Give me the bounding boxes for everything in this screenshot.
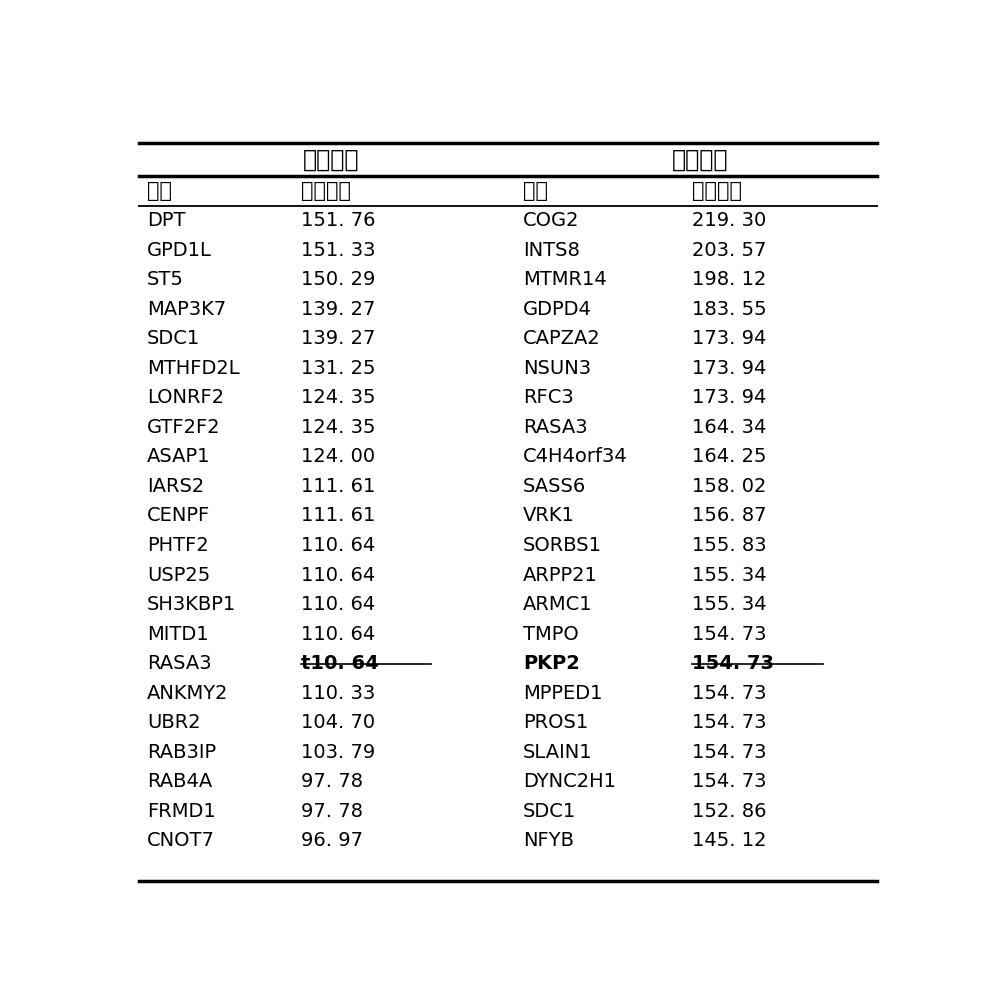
Text: ARMC1: ARMC1	[523, 595, 593, 614]
Text: SDC1: SDC1	[147, 329, 200, 348]
Text: VRK1: VRK1	[523, 506, 575, 525]
Text: NFYB: NFYB	[523, 831, 574, 850]
Text: GTF2F2: GTF2F2	[147, 418, 221, 437]
Text: 139. 27: 139. 27	[300, 300, 375, 319]
Text: 173. 94: 173. 94	[692, 329, 767, 348]
Text: MITD1: MITD1	[147, 625, 208, 644]
Text: FRMD1: FRMD1	[147, 802, 216, 821]
Text: 124. 35: 124. 35	[300, 388, 375, 407]
Text: 158. 02: 158. 02	[692, 477, 767, 496]
Text: CAPZA2: CAPZA2	[523, 329, 601, 348]
Text: TMPO: TMPO	[523, 625, 579, 644]
Text: 154. 73: 154. 73	[692, 625, 767, 644]
Text: 173. 94: 173. 94	[692, 359, 767, 378]
Text: 154. 73: 154. 73	[692, 772, 767, 791]
Text: DPT: DPT	[147, 211, 185, 230]
Text: 110. 64: 110. 64	[300, 595, 375, 614]
Text: 下调基因: 下调基因	[672, 147, 728, 171]
Text: SLAIN1: SLAIN1	[523, 743, 593, 762]
Text: CENPF: CENPF	[147, 506, 210, 525]
Text: 110. 64: 110. 64	[300, 566, 375, 585]
Text: ASAP1: ASAP1	[147, 447, 210, 466]
Text: MAP3K7: MAP3K7	[147, 300, 226, 319]
Text: 164. 25: 164. 25	[692, 447, 767, 466]
Text: 154. 73: 154. 73	[692, 654, 774, 673]
Text: 110. 64: 110. 64	[300, 625, 375, 644]
Text: SORBS1: SORBS1	[523, 536, 603, 555]
Text: 164. 34: 164. 34	[692, 418, 767, 437]
Text: 203. 57: 203. 57	[692, 241, 767, 260]
Text: RAB4A: RAB4A	[147, 772, 212, 791]
Text: 152. 86: 152. 86	[692, 802, 767, 821]
Text: 139. 27: 139. 27	[300, 329, 375, 348]
Text: DYNC2H1: DYNC2H1	[523, 772, 616, 791]
Text: MPPED1: MPPED1	[523, 684, 603, 703]
Text: 173. 94: 173. 94	[692, 388, 767, 407]
Text: SASS6: SASS6	[523, 477, 587, 496]
Text: PKP2: PKP2	[523, 654, 580, 673]
Text: 156. 87: 156. 87	[692, 506, 767, 525]
Text: 110. 33: 110. 33	[300, 684, 375, 703]
Text: RASA3: RASA3	[523, 418, 588, 437]
Text: 198. 12: 198. 12	[692, 270, 767, 289]
Text: PROS1: PROS1	[523, 713, 589, 732]
Text: 97. 78: 97. 78	[300, 772, 363, 791]
Text: USP25: USP25	[147, 566, 210, 585]
Text: INTS8: INTS8	[523, 241, 580, 260]
Text: 变化倍数: 变化倍数	[692, 181, 742, 201]
Text: MTMR14: MTMR14	[523, 270, 607, 289]
Text: 154. 73: 154. 73	[692, 684, 767, 703]
Text: 154. 73: 154. 73	[692, 743, 767, 762]
Text: CNOT7: CNOT7	[147, 831, 215, 850]
Text: RAB3IP: RAB3IP	[147, 743, 216, 762]
Text: 97. 78: 97. 78	[300, 802, 363, 821]
Text: 151. 76: 151. 76	[300, 211, 375, 230]
Text: 155. 83: 155. 83	[692, 536, 767, 555]
Text: 155. 34: 155. 34	[692, 595, 767, 614]
Text: PHTF2: PHTF2	[147, 536, 209, 555]
Text: ANKMY2: ANKMY2	[147, 684, 228, 703]
Text: RFC3: RFC3	[523, 388, 574, 407]
Text: 111. 61: 111. 61	[300, 477, 375, 496]
Text: SDC1: SDC1	[523, 802, 577, 821]
Text: 103. 79: 103. 79	[300, 743, 375, 762]
Text: 104. 70: 104. 70	[300, 713, 375, 732]
Text: MTHFD2L: MTHFD2L	[147, 359, 240, 378]
Text: 基因: 基因	[147, 181, 171, 201]
Text: 155. 34: 155. 34	[692, 566, 767, 585]
Text: 183. 55: 183. 55	[692, 300, 767, 319]
Text: 上调基因: 上调基因	[303, 147, 360, 171]
Text: C4H4orf34: C4H4orf34	[523, 447, 628, 466]
Text: LONRF2: LONRF2	[147, 388, 224, 407]
Text: COG2: COG2	[523, 211, 580, 230]
Text: 124. 35: 124. 35	[300, 418, 375, 437]
Text: t10. 64: t10. 64	[300, 654, 379, 673]
Text: GDPD4: GDPD4	[523, 300, 593, 319]
Text: ARPP21: ARPP21	[523, 566, 599, 585]
Text: 111. 61: 111. 61	[300, 506, 375, 525]
Text: 151. 33: 151. 33	[300, 241, 375, 260]
Text: 150. 29: 150. 29	[300, 270, 375, 289]
Text: NSUN3: NSUN3	[523, 359, 592, 378]
Text: RASA3: RASA3	[147, 654, 211, 673]
Text: GPD1L: GPD1L	[147, 241, 212, 260]
Text: SH3KBP1: SH3KBP1	[147, 595, 236, 614]
Text: 131. 25: 131. 25	[300, 359, 375, 378]
Text: 110. 64: 110. 64	[300, 536, 375, 555]
Text: UBR2: UBR2	[147, 713, 200, 732]
Text: 变化倍数: 变化倍数	[300, 181, 351, 201]
Text: IARS2: IARS2	[147, 477, 204, 496]
Text: 96. 97: 96. 97	[300, 831, 363, 850]
Text: 154. 73: 154. 73	[692, 713, 767, 732]
Text: 基因: 基因	[523, 181, 548, 201]
Text: 124. 00: 124. 00	[300, 447, 375, 466]
Text: 219. 30: 219. 30	[692, 211, 766, 230]
Text: ST5: ST5	[147, 270, 183, 289]
Text: 145. 12: 145. 12	[692, 831, 767, 850]
